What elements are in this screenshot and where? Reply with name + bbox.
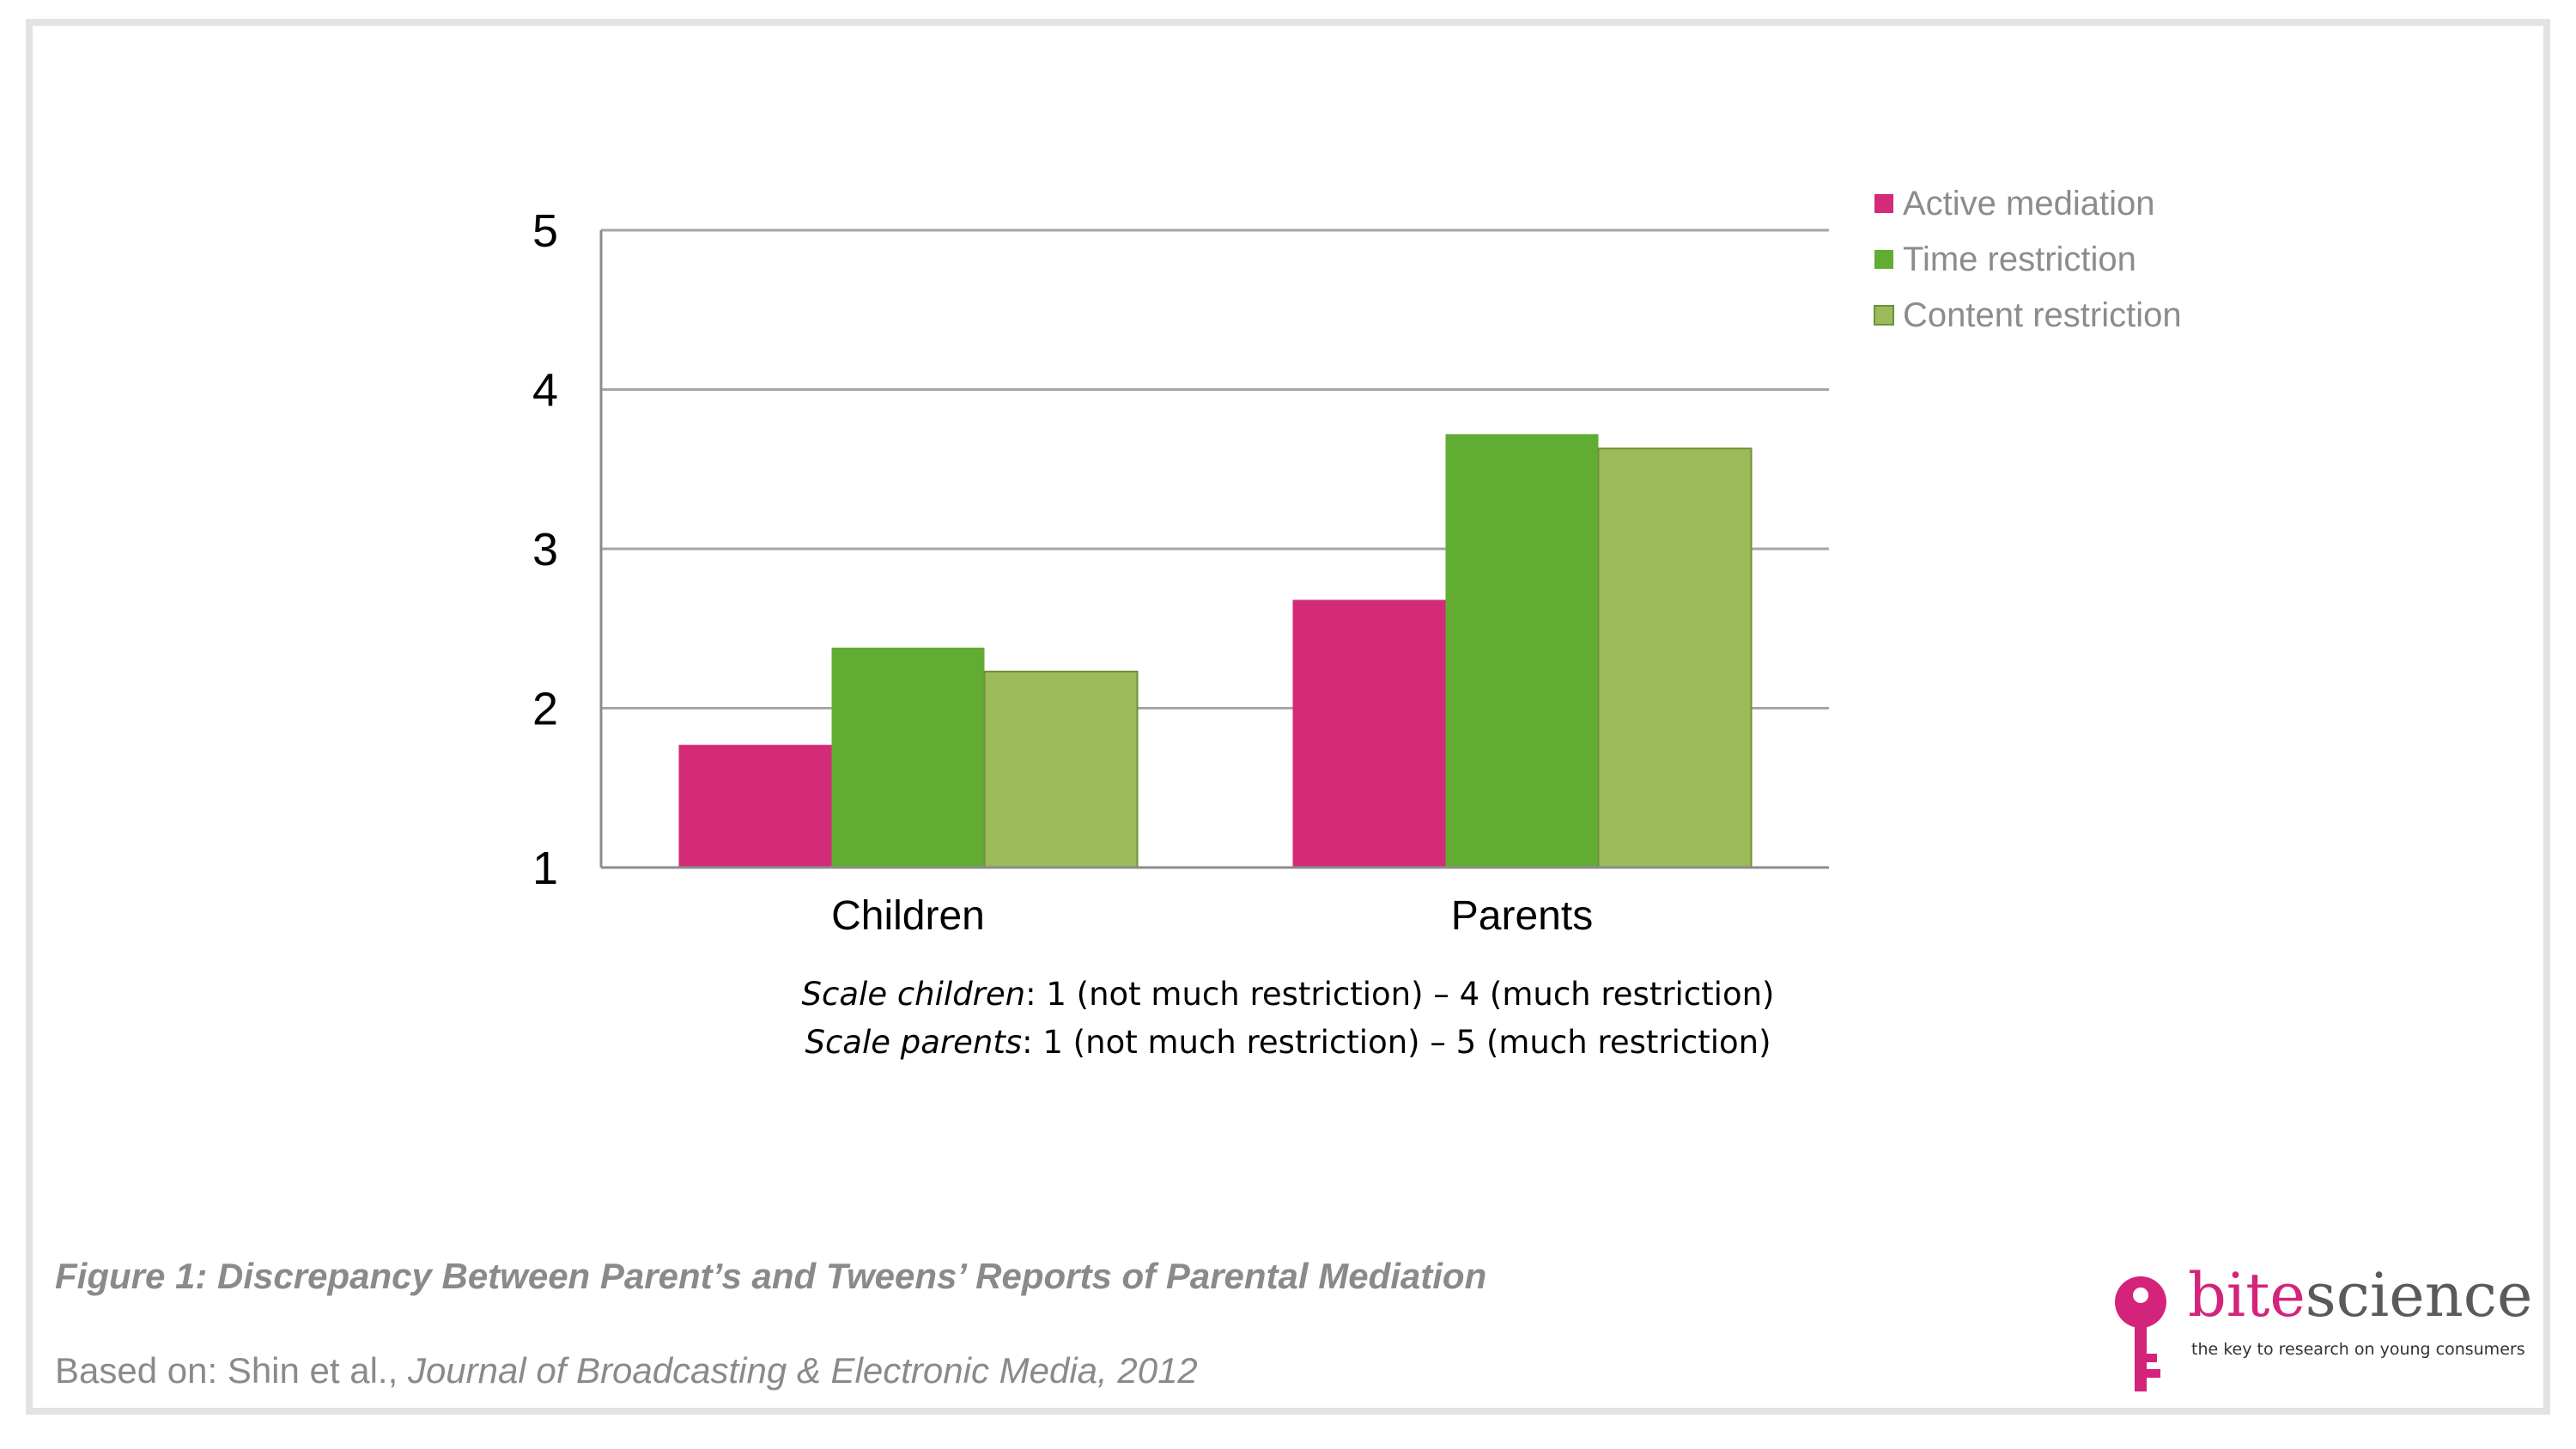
scale-parents-label: Scale parents	[805, 1024, 1023, 1061]
logo-wordmark: bitescience	[2188, 1261, 2532, 1330]
logo-bite: bite	[2188, 1260, 2306, 1330]
source-prefix: Based on: Shin et al.,	[55, 1350, 408, 1391]
slide-frame	[26, 19, 2550, 1415]
scale-parents-line: Scale parents: 1 (not much restriction) …	[0, 1019, 2576, 1067]
x-category-label: Parents	[1451, 893, 1593, 939]
scale-parents-text: : 1 (not much restriction) – 5 (much res…	[1022, 1024, 1771, 1061]
logo-science: science	[2305, 1260, 2533, 1330]
scale-note: Scale children: 1 (not much restriction)…	[0, 971, 2576, 1067]
source-citation: Based on: Shin et al., Journal of Broadc…	[55, 1350, 1198, 1391]
scale-children-label: Scale children	[801, 976, 1026, 1013]
legend-swatch	[1874, 250, 1893, 269]
y-tick-label: 1	[532, 843, 558, 894]
legend-swatch	[1874, 194, 1893, 213]
bar	[983, 670, 1139, 869]
legend-label: Content restriction	[1903, 296, 2182, 334]
y-tick-label: 3	[532, 524, 558, 575]
bitescience-logo: bitescience the key to research on young…	[2112, 1261, 2532, 1391]
scale-children-text: : 1 (not much restriction) – 4 (much res…	[1025, 976, 1775, 1013]
legend-label: Active mediation	[1903, 185, 2154, 222]
y-tick-label: 5	[532, 205, 558, 257]
legend-label: Time restriction	[1903, 240, 2136, 278]
bar	[1292, 600, 1446, 868]
y-tick-label: 4	[532, 365, 558, 417]
bar	[1597, 447, 1753, 868]
bar	[1445, 434, 1599, 868]
scale-children-line: Scale children: 1 (not much restriction)…	[0, 971, 2576, 1019]
legend-swatch	[1874, 305, 1894, 326]
bar	[831, 648, 985, 868]
source-journal: Journal of Broadcasting & Electronic Med…	[407, 1350, 1198, 1391]
key-icon	[2115, 1276, 2166, 1391]
y-tick-label: 2	[532, 684, 558, 735]
x-category-label: Children	[831, 893, 985, 939]
bar	[678, 745, 832, 868]
logo-tagline: the key to research on young consumers	[2191, 1340, 2525, 1359]
figure-caption: Figure 1: Discrepancy Between Parent’s a…	[55, 1256, 1487, 1296]
